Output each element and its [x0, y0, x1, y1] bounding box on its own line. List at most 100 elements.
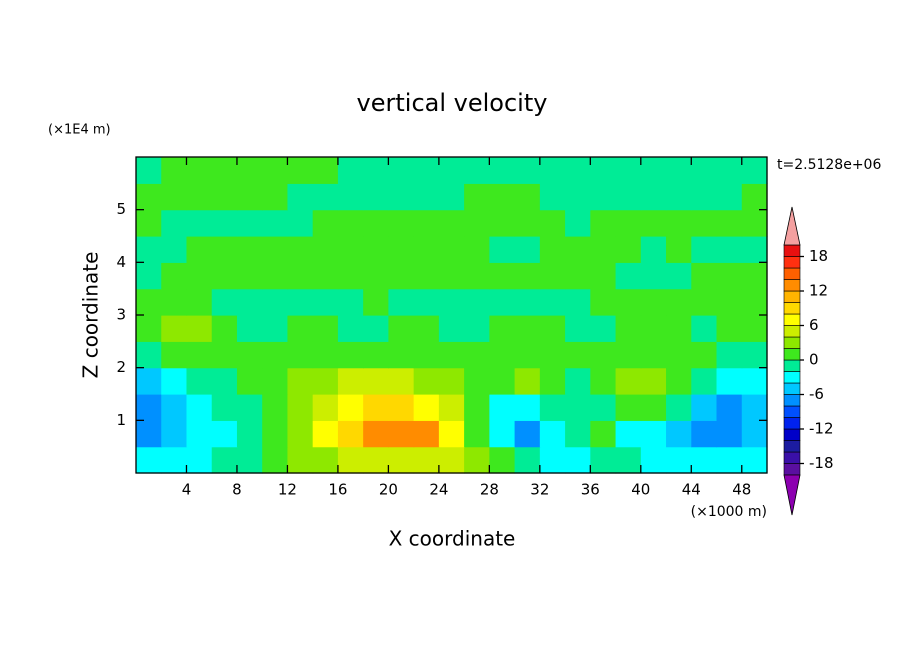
cell — [211, 262, 238, 290]
cell — [413, 446, 440, 474]
cell — [741, 209, 768, 237]
cell — [539, 262, 566, 290]
cell — [236, 209, 263, 237]
colorbar-tick-label: 12 — [809, 282, 828, 300]
cell — [312, 157, 339, 184]
cell — [615, 315, 642, 342]
cell — [590, 157, 617, 184]
cell — [413, 394, 440, 421]
cell — [666, 394, 692, 421]
cell — [161, 315, 188, 342]
colorbar-box — [783, 405, 801, 418]
cell — [615, 262, 642, 290]
cell — [236, 420, 263, 448]
cell — [539, 183, 566, 211]
x-tick-label: 40 — [631, 481, 650, 499]
cell — [438, 341, 465, 369]
cell — [312, 394, 339, 421]
cell — [236, 446, 263, 474]
cell — [489, 315, 516, 342]
cell — [615, 183, 642, 211]
cell — [388, 341, 415, 369]
cell — [136, 420, 162, 448]
cell — [388, 394, 415, 421]
cell — [161, 394, 188, 421]
cell — [666, 236, 692, 263]
cell — [136, 315, 162, 342]
cell — [363, 394, 389, 421]
cell — [691, 157, 718, 184]
cell — [514, 157, 541, 184]
cell — [388, 157, 415, 184]
cell — [388, 420, 415, 448]
cell — [413, 183, 440, 211]
cell — [413, 315, 440, 342]
cell — [388, 183, 415, 211]
cell — [186, 157, 213, 184]
cell — [640, 394, 667, 421]
cell — [590, 262, 617, 290]
cell — [413, 157, 440, 184]
cell — [489, 341, 516, 369]
cell — [590, 394, 617, 421]
cell — [691, 288, 718, 316]
cell — [640, 157, 667, 184]
colorbar-box — [783, 451, 801, 464]
cell — [691, 341, 718, 369]
cell — [590, 420, 617, 448]
colorbar-box — [783, 279, 801, 292]
cell — [590, 341, 617, 369]
cell — [262, 183, 289, 211]
cell — [716, 315, 743, 342]
cell — [565, 394, 591, 421]
cell — [337, 420, 364, 448]
colorbar-over — [783, 206, 801, 246]
cell — [236, 315, 263, 342]
cell — [186, 209, 213, 237]
x-axis-label: X coordinate — [389, 527, 516, 551]
cell — [691, 236, 718, 263]
cell — [640, 420, 667, 448]
cell — [640, 446, 667, 474]
cell — [136, 209, 162, 237]
colorbar-box — [783, 256, 801, 269]
cell — [464, 262, 490, 290]
cell — [464, 157, 490, 184]
cell — [590, 367, 617, 395]
cell — [262, 446, 289, 474]
cell — [363, 209, 389, 237]
cell — [489, 367, 516, 395]
cell — [312, 288, 339, 316]
cell — [337, 315, 364, 342]
cell — [136, 157, 162, 184]
cell — [388, 315, 415, 342]
cell — [363, 341, 389, 369]
cell — [287, 236, 314, 263]
cell — [287, 183, 314, 211]
cell — [186, 420, 213, 448]
cell — [640, 209, 667, 237]
x-unit: (×1000 m) — [691, 504, 767, 520]
cell — [211, 209, 238, 237]
cell — [489, 209, 516, 237]
cell — [312, 367, 339, 395]
cell — [716, 209, 743, 237]
x-tick-label: 12 — [278, 481, 297, 499]
cell — [691, 394, 718, 421]
cell — [211, 157, 238, 184]
colorbar-tick-label: -18 — [809, 454, 834, 472]
cell — [186, 236, 213, 263]
cell — [438, 394, 465, 421]
cell — [236, 367, 263, 395]
cell — [388, 236, 415, 263]
cell — [716, 367, 743, 395]
cell — [666, 262, 692, 290]
cell — [565, 262, 591, 290]
cell — [514, 315, 541, 342]
cell — [489, 288, 516, 316]
cell — [161, 288, 188, 316]
cell — [741, 183, 768, 211]
cell — [136, 236, 162, 263]
cell — [666, 183, 692, 211]
cell — [211, 420, 238, 448]
